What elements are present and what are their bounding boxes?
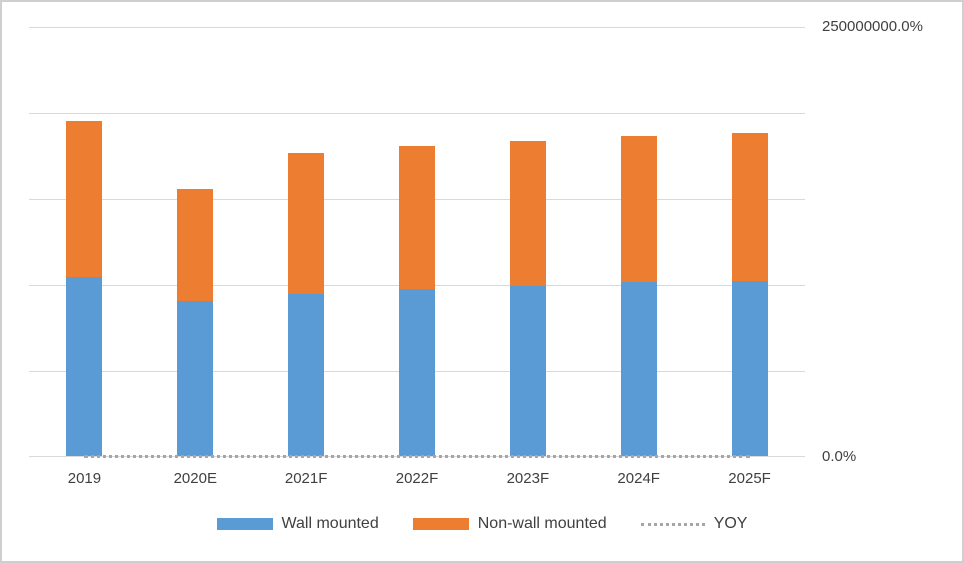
bar-segment-non-wall-mounted[interactable]	[620, 136, 657, 283]
bar-segment-wall-mounted[interactable]	[399, 289, 435, 456]
bar-group-2021F	[288, 153, 325, 456]
bar-segment-non-wall-mounted[interactable]	[399, 146, 435, 290]
gridline	[29, 113, 805, 114]
x-axis-label: 2021F	[284, 470, 328, 487]
bar-segment-wall-mounted[interactable]	[731, 280, 768, 456]
x-axis-label: 2020E	[173, 470, 217, 487]
bar-segment-non-wall-mounted[interactable]	[731, 132, 768, 281]
legend-label-yoy: YOY	[713, 515, 748, 532]
legend: Wall mounted Non-wall mounted YOY	[2, 515, 962, 533]
x-axis: 2019 2020E 2021F 2022F 2023F 2024F 2025F	[29, 470, 805, 492]
bar-group-2024F	[620, 136, 657, 456]
legend-item-wall-mounted[interactable]: Wall mounted	[216, 515, 379, 533]
legend-item-non-wall-mounted[interactable]: Non-wall mounted	[412, 515, 607, 533]
bar-segment-wall-mounted[interactable]	[288, 294, 325, 456]
bar-group-2023F	[509, 141, 546, 456]
x-axis-label: 2022F	[395, 470, 439, 487]
gridline	[29, 27, 805, 28]
x-axis-label: 2023F	[506, 470, 550, 487]
right-axis-max-label: 250000000.0%	[822, 18, 923, 35]
legend-label-non-wall-mounted: Non-wall mounted	[477, 515, 607, 532]
bar-group-2020E	[177, 189, 214, 456]
bar-segment-wall-mounted[interactable]	[509, 285, 546, 456]
wall-mounted-swatch-icon	[216, 518, 273, 530]
bar-group-2019	[66, 120, 103, 456]
bar-segment-non-wall-mounted[interactable]	[288, 153, 325, 295]
x-axis-label: 2019	[67, 470, 102, 487]
bar-segment-wall-mounted[interactable]	[177, 301, 214, 456]
yoy-line[interactable]	[84, 455, 750, 458]
yoy-dotted-line-icon	[640, 522, 705, 526]
bar-segment-non-wall-mounted[interactable]	[66, 120, 103, 278]
x-axis-label: 2025F	[728, 470, 771, 487]
bar-group-2025F	[731, 132, 768, 456]
right-axis-min-label: 0.0%	[822, 448, 857, 465]
bar-segment-non-wall-mounted[interactable]	[177, 189, 214, 302]
plot-area	[29, 27, 805, 458]
bar-segment-non-wall-mounted[interactable]	[509, 141, 546, 286]
legend-label-wall-mounted: Wall mounted	[281, 515, 379, 532]
bar-segment-wall-mounted[interactable]	[620, 282, 657, 456]
legend-item-yoy[interactable]: YOY	[640, 515, 748, 533]
non-wall-mounted-swatch-icon	[412, 518, 469, 530]
x-axis-label: 2024F	[617, 470, 660, 487]
bar-segment-wall-mounted[interactable]	[66, 277, 103, 456]
bar-group-2022F	[399, 146, 435, 456]
